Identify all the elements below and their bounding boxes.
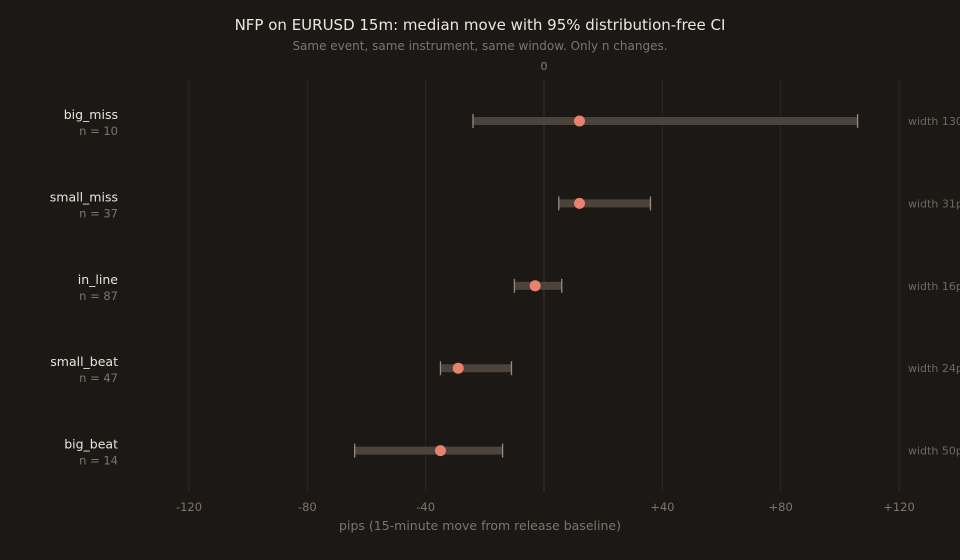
median-point: [574, 197, 585, 209]
median-point: [452, 362, 464, 374]
x-tick-label: -120: [176, 500, 202, 514]
x-tick-label: +120: [883, 500, 915, 514]
chart-subtitle: Same event, same instrument, same window…: [292, 39, 667, 53]
ci-bar: [473, 117, 858, 125]
chart-title: NFP on EURUSD 15m: median move with 95% …: [235, 16, 726, 34]
ci-width-label: width 31p: [908, 197, 960, 210]
category-label: big_miss: [64, 107, 118, 122]
ci-width-label: width 24p: [908, 362, 960, 375]
sample-size-label: n = 10: [79, 124, 118, 138]
median-point: [574, 115, 585, 127]
median-point: [434, 445, 446, 457]
x-axis-ticks: -120 -80 -40 +40 +80 +120: [176, 500, 915, 514]
x-tick-label: +40: [650, 500, 674, 514]
sample-size-label: n = 14: [79, 454, 118, 468]
category-label: small_beat: [50, 354, 118, 369]
x-tick-label: -40: [416, 500, 435, 514]
sample-size-label: n = 47: [79, 371, 118, 385]
gridlines: [188, 80, 900, 492]
zero-label: 0: [541, 60, 548, 73]
x-axis-label: pips (15-minute move from release baseli…: [339, 518, 621, 533]
category-label: in_line: [78, 272, 119, 287]
ci-width-label: width 50p: [908, 445, 960, 458]
ci-bar: [440, 364, 512, 373]
ci-bar: [354, 446, 503, 455]
ci-width-label: width 130p: [908, 115, 960, 128]
median-point: [529, 280, 541, 292]
x-tick-label: +80: [769, 500, 793, 514]
sample-size-label: n = 37: [79, 206, 118, 220]
x-tick-label: -80: [298, 500, 317, 514]
ci-width-label: width 16p: [908, 280, 960, 293]
category-label: big_beat: [64, 437, 118, 452]
ci-bar: [558, 199, 651, 208]
category-label: small_miss: [50, 189, 118, 204]
sample-size-label: n = 87: [79, 289, 118, 303]
